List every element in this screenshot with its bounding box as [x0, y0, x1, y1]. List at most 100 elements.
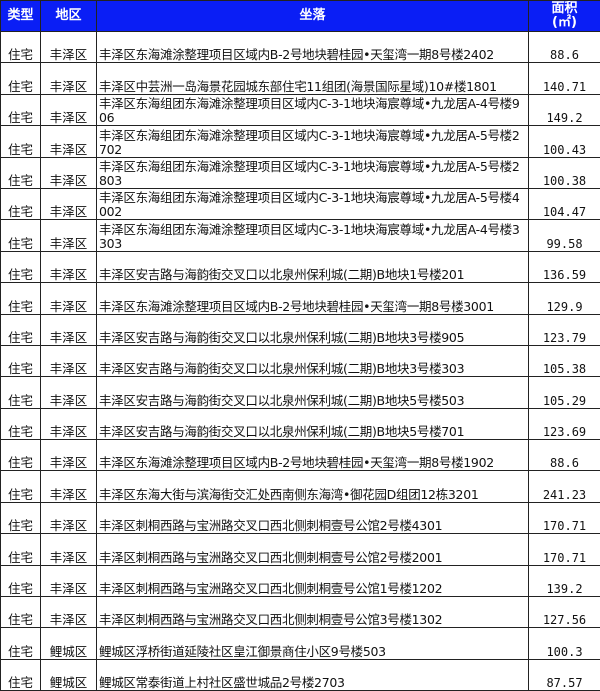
cell-address: 丰泽区东海组团东海滩涂整理项目区域内C-3-1地块海宸尊域•九龙居A-4号楼33… — [97, 220, 529, 251]
table-row: 住宅丰泽区丰泽区东海组团东海滩涂整理项目区域内C-3-1地块海宸尊域•九龙居A-… — [1, 188, 600, 219]
header-area-label: 面积 — [551, 1, 577, 16]
cell-type: 住宅 — [1, 283, 41, 314]
table-row: 住宅丰泽区丰泽区东海组团东海滩涂整理项目区域内C-3-1地块海宸尊域•九龙居A-… — [1, 157, 600, 188]
cell-district: 丰泽区 — [41, 597, 97, 628]
cell-type: 住宅 — [1, 534, 41, 565]
cell-address: 丰泽区安吉路与海韵街交叉口以北泉州保利城(二期)B地块3号楼905 — [97, 314, 529, 345]
cell-area: 105.29 — [529, 377, 600, 408]
cell-address: 丰泽区安吉路与海韵街交叉口以北泉州保利城(二期)B地块3号楼303 — [97, 345, 529, 376]
cell-area: 139.2 — [529, 565, 600, 596]
cell-type: 住宅 — [1, 377, 41, 408]
cell-area: 123.69 — [529, 408, 600, 439]
table-row: 住宅丰泽区丰泽区东海滩涂整理项目区域内B-2号地块碧桂园•天玺湾一期8号楼300… — [1, 283, 600, 314]
cell-type: 住宅 — [1, 188, 41, 219]
cell-area: 87.57 — [529, 659, 600, 690]
cell-district: 丰泽区 — [41, 157, 97, 188]
cell-address: 丰泽区刺桐西路与宝洲路交叉口西北侧刺桐壹号公馆2号楼2001 — [97, 534, 529, 565]
cell-area: 123.79 — [529, 314, 600, 345]
cell-address: 丰泽区东海组团东海滩涂整理项目区域内C-3-1地块海宸尊域•九龙居A-5号楼28… — [97, 157, 529, 188]
header-area-unit: (㎡) — [552, 15, 577, 30]
cell-type: 住宅 — [1, 314, 41, 345]
cell-area: 170.71 — [529, 502, 600, 533]
cell-area: 104.47 — [529, 188, 600, 219]
cell-area: 100.3 — [529, 628, 600, 659]
cell-type: 住宅 — [1, 32, 41, 63]
cell-type: 住宅 — [1, 220, 41, 251]
cell-district: 丰泽区 — [41, 220, 97, 251]
cell-address: 丰泽区刺桐西路与宝洲路交叉口西北侧刺桐壹号公馆3号楼1302 — [97, 597, 529, 628]
cell-district: 丰泽区 — [41, 126, 97, 157]
cell-type: 住宅 — [1, 659, 41, 690]
cell-address: 丰泽区东海组团东海滩涂整理项目区域内C-3-1地块海宸尊域•九龙居A-4号楼90… — [97, 94, 529, 125]
cell-address: 丰泽区东海滩涂整理项目区域内B-2号地块碧桂园•天玺湾一期8号楼1902 — [97, 440, 529, 471]
cell-district: 鲤城区 — [41, 628, 97, 659]
cell-address: 丰泽区安吉路与海韵街交叉口以北泉州保利城(二期)B地块5号楼701 — [97, 408, 529, 439]
cell-district: 丰泽区 — [41, 565, 97, 596]
cell-address: 丰泽区中芸洲一岛海景花园城东部住宅11组团(海景国际星域)10#楼1801 — [97, 63, 529, 94]
cell-area: 100.38 — [529, 157, 600, 188]
cell-district: 丰泽区 — [41, 408, 97, 439]
cell-address: 丰泽区刺桐西路与宝洲路交叉口西北侧刺桐壹号公馆2号楼4301 — [97, 502, 529, 533]
cell-area: 105.38 — [529, 345, 600, 376]
cell-address: 丰泽区安吉路与海韵街交叉口以北泉州保利城(二期)B地块5号楼503 — [97, 377, 529, 408]
cell-district: 丰泽区 — [41, 534, 97, 565]
cell-type: 住宅 — [1, 565, 41, 596]
cell-type: 住宅 — [1, 440, 41, 471]
cell-area: 100.43 — [529, 126, 600, 157]
table-row: 住宅丰泽区丰泽区中芸洲一岛海景花园城东部住宅11组团(海景国际星域)10#楼18… — [1, 63, 600, 94]
cell-district: 丰泽区 — [41, 32, 97, 63]
header-type: 类型 — [1, 1, 41, 32]
cell-address: 鲤城区浮桥街道延陵社区皇江御景商住小区9号楼503 — [97, 628, 529, 659]
cell-district: 丰泽区 — [41, 94, 97, 125]
table-row: 住宅丰泽区丰泽区东海组团东海滩涂整理项目区域内C-3-1地块海宸尊域•九龙居A-… — [1, 220, 600, 251]
cell-type: 住宅 — [1, 157, 41, 188]
cell-area: 140.71 — [529, 63, 600, 94]
cell-district: 丰泽区 — [41, 471, 97, 502]
cell-area: 129.9 — [529, 283, 600, 314]
cell-type: 住宅 — [1, 63, 41, 94]
header-district: 地区 — [41, 1, 97, 32]
cell-address: 丰泽区东海组团东海滩涂整理项目区域内C-3-1地块海宸尊域•九龙居A-5号楼27… — [97, 126, 529, 157]
cell-district: 丰泽区 — [41, 188, 97, 219]
cell-type: 住宅 — [1, 502, 41, 533]
cell-area: 170.71 — [529, 534, 600, 565]
cell-area: 241.23 — [529, 471, 600, 502]
cell-type: 住宅 — [1, 597, 41, 628]
cell-type: 住宅 — [1, 471, 41, 502]
cell-type: 住宅 — [1, 628, 41, 659]
table-row: 住宅丰泽区丰泽区东海组团东海滩涂整理项目区域内C-3-1地块海宸尊域•九龙居A-… — [1, 126, 600, 157]
cell-district: 丰泽区 — [41, 314, 97, 345]
cell-type: 住宅 — [1, 94, 41, 125]
cell-address: 丰泽区安吉路与海韵街交叉口以北泉州保利城(二期)B地块1号楼201 — [97, 251, 529, 282]
cell-area: 136.59 — [529, 251, 600, 282]
cell-address: 鲤城区常泰街道上村社区盛世城品2号楼2703 — [97, 659, 529, 690]
header-address: 坐落 — [97, 1, 529, 32]
header-area: 面积(㎡) — [529, 1, 600, 32]
cell-type: 住宅 — [1, 345, 41, 376]
cell-address: 丰泽区东海滩涂整理项目区域内B-2号地块碧桂园•天玺湾一期8号楼3001 — [97, 283, 529, 314]
cell-address: 丰泽区东海组团东海滩涂整理项目区域内C-3-1地块海宸尊域•九龙居A-5号楼40… — [97, 188, 529, 219]
cell-address: 丰泽区刺桐西路与宝洲路交叉口西北侧刺桐壹号公馆1号楼1202 — [97, 565, 529, 596]
cell-area: 88.6 — [529, 32, 600, 63]
cell-district: 丰泽区 — [41, 251, 97, 282]
cell-district: 丰泽区 — [41, 63, 97, 94]
cell-type: 住宅 — [1, 251, 41, 282]
header-row: 类型 地区 坐落 面积(㎡) — [1, 1, 600, 32]
cell-address: 丰泽区东海大街与滨海街交汇处西南侧东海湾•御花园D组团12栋3201 — [97, 471, 529, 502]
cell-district: 丰泽区 — [41, 440, 97, 471]
cell-district: 鲤城区 — [41, 659, 97, 690]
table-row: 住宅丰泽区丰泽区东海组团东海滩涂整理项目区域内C-3-1地块海宸尊域•九龙居A-… — [1, 94, 600, 125]
cell-type: 住宅 — [1, 408, 41, 439]
cell-district: 丰泽区 — [41, 345, 97, 376]
